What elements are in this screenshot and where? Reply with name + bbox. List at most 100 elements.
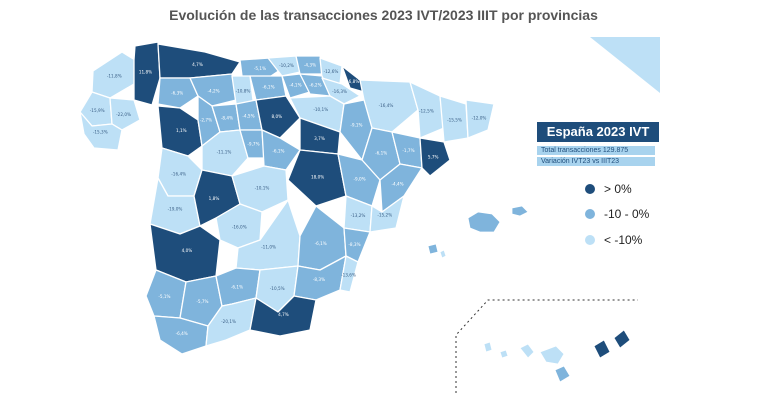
island-shape — [511, 205, 529, 217]
map-title: Evolución de las transacciones 2023 IVT/… — [169, 7, 598, 23]
province-value-label: -19,0% — [168, 207, 183, 212]
province-region — [261, 129, 301, 171]
province-value-label: -4,5% — [242, 114, 254, 119]
province-value-label: -6,1% — [262, 85, 274, 90]
province-value-label: -16,4% — [379, 103, 394, 108]
province-value-label: 5,7% — [428, 154, 439, 159]
province-value-label: -16,0% — [232, 225, 247, 230]
province-region — [287, 149, 347, 207]
province-value-label: 11,8% — [139, 69, 152, 74]
province-region — [157, 43, 241, 79]
province-value-label: -5,1% — [254, 66, 266, 71]
province-value-label: -9,7% — [247, 142, 259, 147]
province-region — [419, 137, 451, 177]
legend-item-strong-decline: < -10% — [585, 232, 642, 248]
province-region — [369, 195, 405, 233]
province-value-label: -15,3% — [93, 130, 108, 135]
province-value-label: -11,1% — [217, 150, 232, 155]
province-value-label: -5,7% — [196, 299, 208, 304]
island-shape — [483, 341, 493, 353]
canary-inset-frame — [455, 299, 638, 393]
province-region — [239, 57, 281, 79]
province-value-label: -8,3% — [348, 242, 360, 247]
province-value-label: -22,0% — [116, 112, 131, 117]
province-value-label: -2,7% — [200, 118, 212, 123]
legend-dot-positive — [585, 184, 595, 194]
province-value-label: 8,0% — [271, 114, 282, 119]
province-value-label: -6,1% — [272, 148, 284, 153]
province-value-label: -8,3% — [313, 277, 325, 282]
province-region — [409, 81, 445, 139]
province-value-label: -9,0% — [354, 177, 366, 182]
province-value-label: -10,1% — [313, 107, 328, 112]
panel-variation-label: Variación IVT23 vs IIIT23 — [537, 157, 655, 166]
province-value-label: 3,7% — [314, 136, 325, 141]
province-value-label: -4,4% — [392, 182, 404, 187]
province-value-label: 6,8% — [349, 79, 360, 84]
province-region — [255, 95, 301, 139]
province-region — [109, 97, 141, 131]
province-value-label: 4,7% — [278, 312, 289, 317]
legend-dot-moderate-decline — [585, 209, 595, 219]
province-value-label: -12,0% — [472, 116, 487, 121]
island-shape — [593, 339, 611, 359]
province-region — [79, 111, 123, 151]
province-value-label: -16,4% — [171, 172, 186, 177]
province-value-label: -6,4% — [176, 331, 188, 336]
province-value-label: -6,2% — [309, 83, 321, 88]
province-value-label: -20,1% — [221, 319, 236, 324]
legend-label-positive: > 0% — [604, 182, 632, 196]
province-value-label: -4,2% — [208, 88, 220, 93]
province-value-label: -11,0% — [261, 244, 276, 249]
province-region — [379, 163, 423, 213]
province-value-label: -15,5% — [447, 118, 462, 123]
province-value-label: 4,7% — [192, 62, 203, 67]
province-value-label: -6,1% — [315, 241, 327, 246]
panel-title: España 2023 IVT — [537, 122, 659, 142]
province-region — [339, 255, 359, 293]
island-shape — [439, 249, 447, 259]
province-value-label: -10,2% — [279, 63, 294, 68]
legend-item-positive: > 0% — [585, 181, 632, 197]
province-value-label: 1,8% — [209, 196, 220, 201]
province-value-label: -10,5% — [270, 286, 285, 291]
province-value-label: -6,3% — [171, 90, 183, 95]
island-shape — [613, 329, 631, 349]
province-value-label: -6,1% — [375, 150, 387, 155]
province-value-label: -9,1% — [350, 122, 362, 127]
island-shape — [467, 211, 501, 233]
province-value-label: -16,3% — [332, 89, 347, 94]
province-value-label: -8,4% — [221, 116, 233, 121]
province-region — [157, 77, 199, 109]
province-value-label: -4,3% — [304, 63, 316, 68]
legend-dot-strong-decline — [585, 235, 595, 245]
province-region — [133, 41, 161, 106]
province-value-label: -13,6% — [341, 273, 356, 278]
province-value-label: -12,5% — [419, 108, 434, 113]
panel-total-transactions: Total transacciones 129.875 — [537, 146, 655, 155]
province-value-label: -13,2% — [351, 213, 366, 218]
legend-item-moderate-decline: -10 - 0% — [585, 206, 649, 222]
province-value-label: 4,0% — [182, 248, 193, 253]
island-shape — [427, 243, 439, 255]
province-value-label: -15,9% — [90, 108, 105, 113]
legend-label-strong-decline: < -10% — [604, 233, 643, 247]
province-value-label: -11,8% — [107, 74, 122, 79]
province-value-label: -12,6% — [324, 69, 339, 74]
island-shape — [539, 345, 565, 365]
province-value-label: -1,7% — [402, 148, 414, 153]
province-region — [249, 295, 317, 337]
decorative-corner-shape — [590, 37, 660, 93]
province-value-label: 1,1% — [176, 128, 187, 133]
province-value-label: -10,1% — [255, 186, 270, 191]
province-value-label: -5,1% — [158, 294, 170, 299]
province-value-label: -15,2% — [377, 212, 392, 217]
island-shape — [519, 343, 535, 359]
province-value-label: 18,0% — [311, 175, 324, 180]
province-region — [321, 77, 361, 105]
province-value-label: -6,1% — [231, 285, 243, 290]
province-value-label: -10,8% — [236, 89, 251, 94]
province-region — [337, 153, 381, 207]
province-value-label: -4,1% — [289, 83, 301, 88]
